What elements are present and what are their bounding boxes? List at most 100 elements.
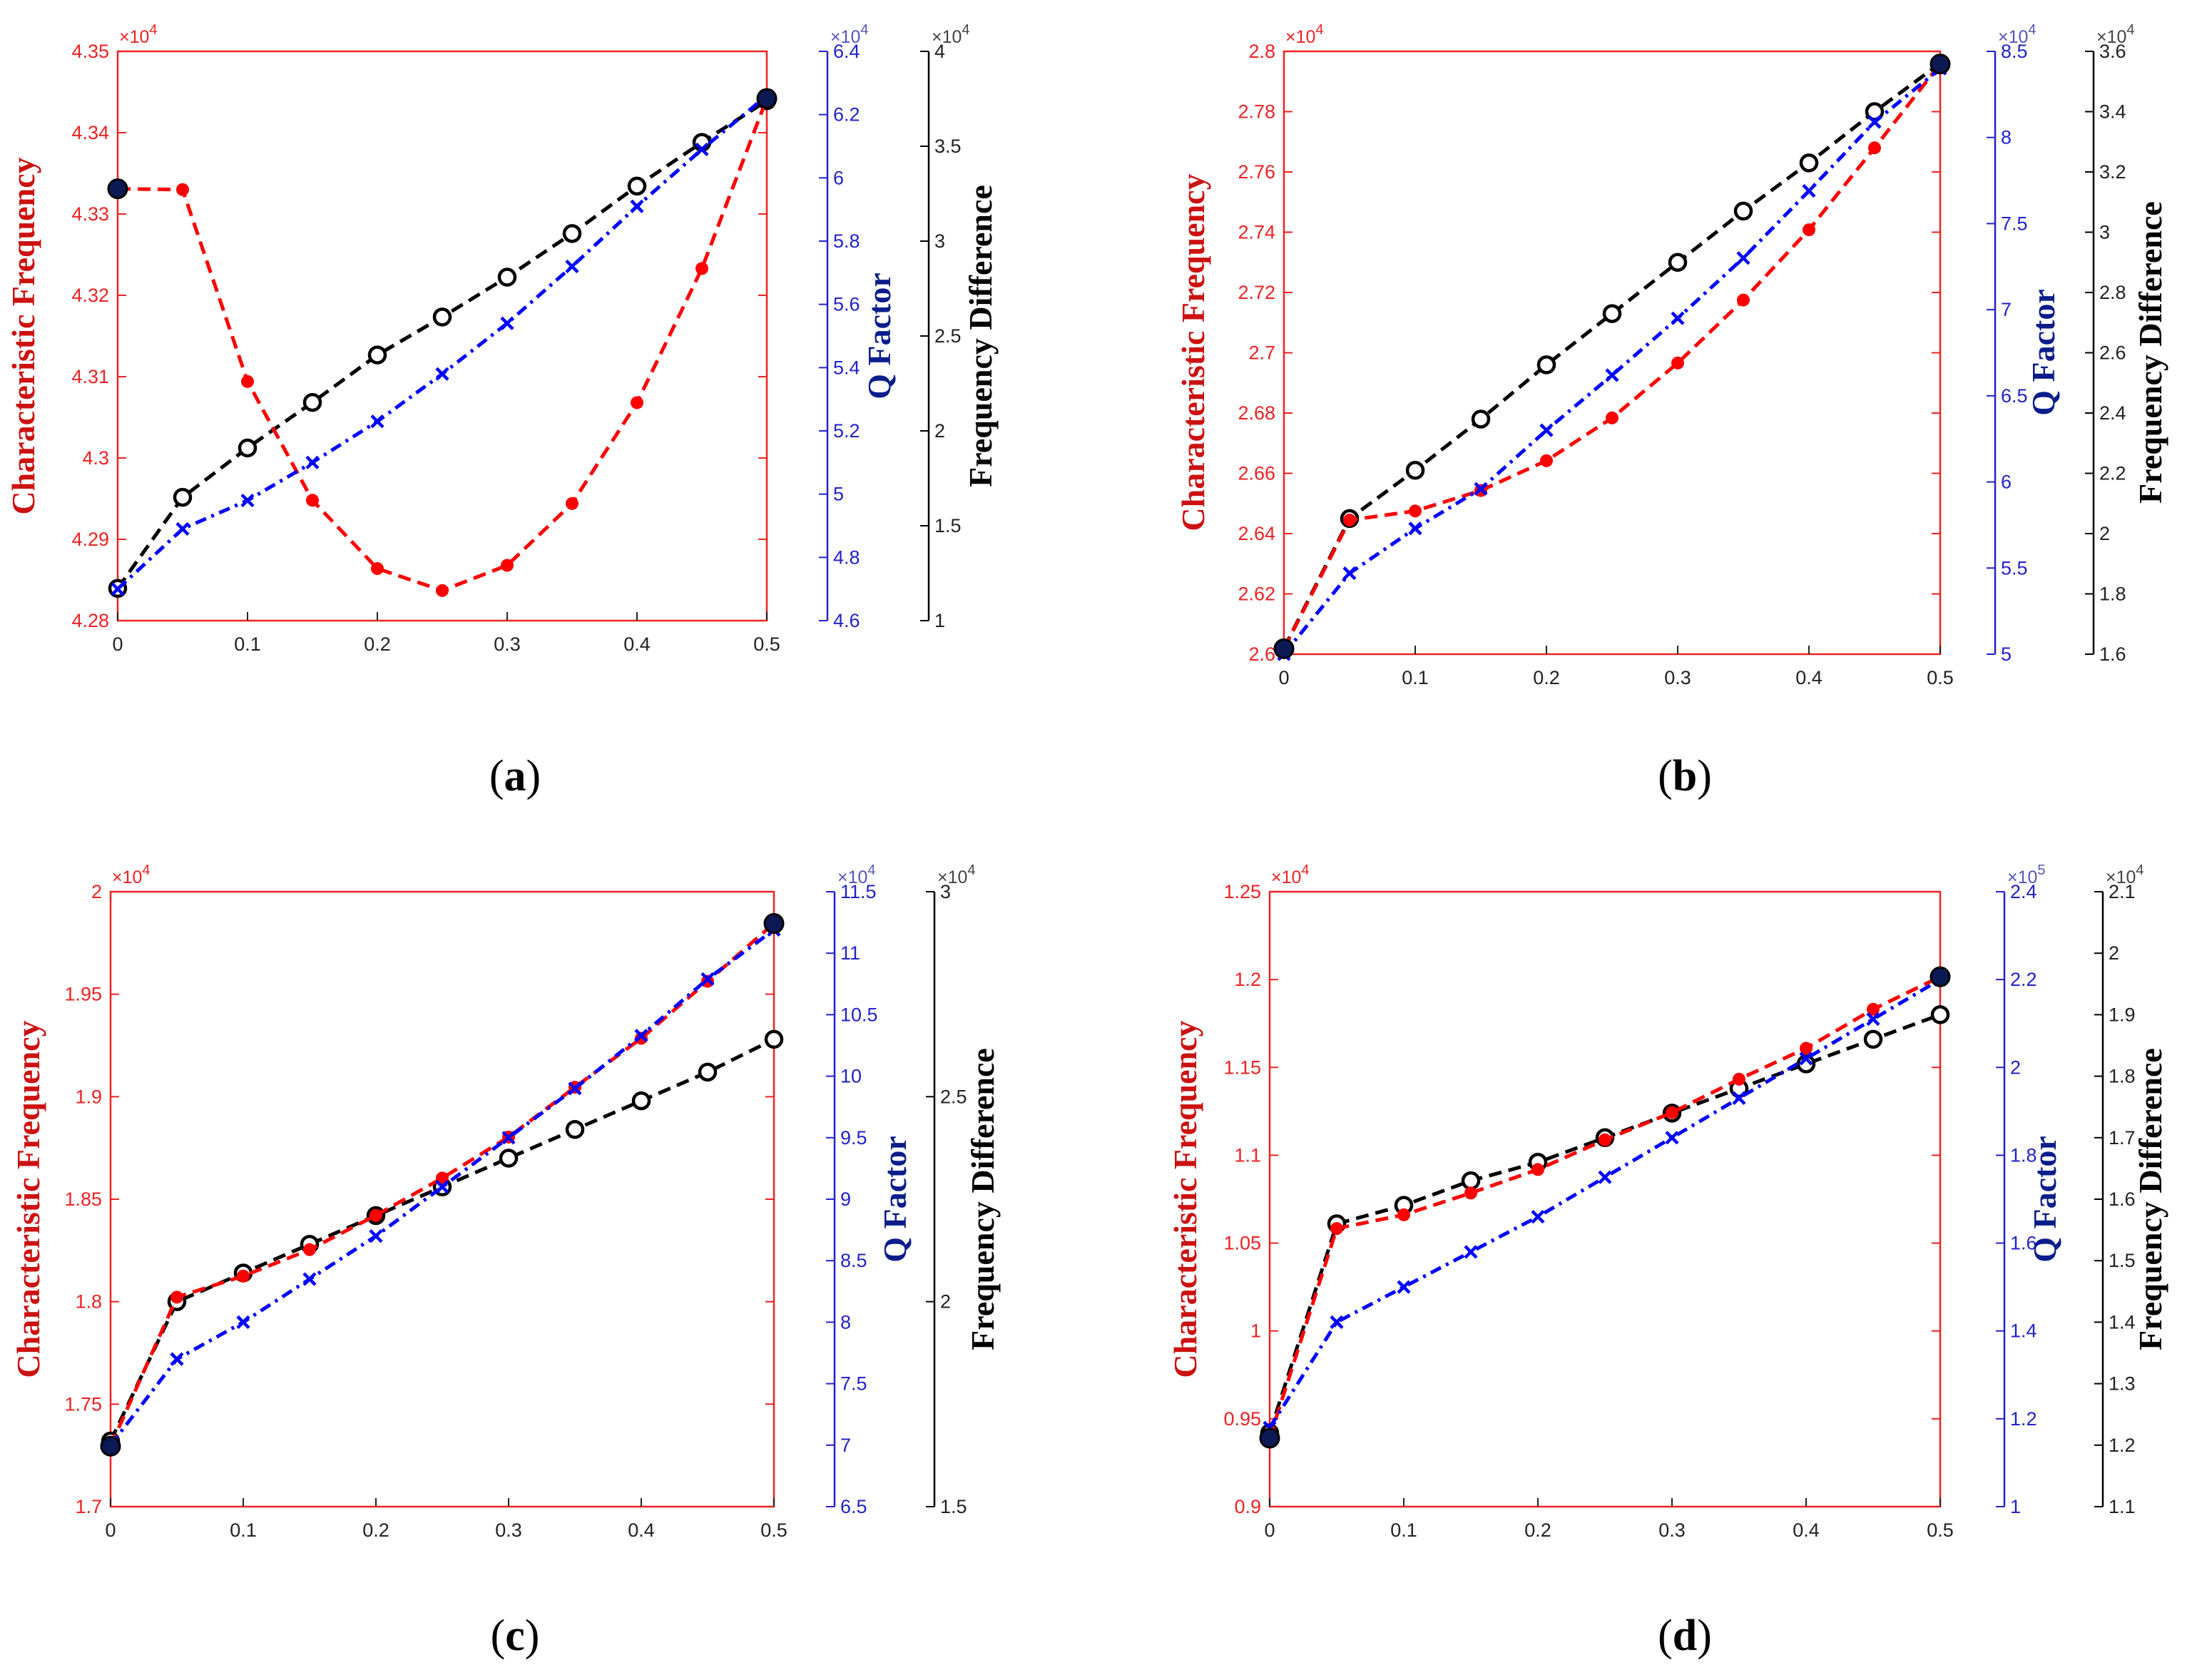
q-axis-exponent: ×104 (837, 862, 876, 887)
freq-tick-label: 2.78 (1238, 101, 1275, 123)
plot-frame (116, 50, 768, 622)
freq-axis-exponent: ×104 (1271, 862, 1310, 887)
freq-point (237, 1269, 250, 1283)
series-line-q (1268, 977, 1942, 1429)
diff-point (1461, 1171, 1481, 1191)
freq-point (436, 584, 449, 597)
q-point (302, 1272, 317, 1286)
panel-d: 0 0.1 0.2 0.3 0.4 0.5 0.9 0.95 1 1.05 1.1 1.15 1.2 1.… (1167, 862, 2168, 1660)
diff-tick-label: 3 (934, 230, 945, 252)
freq-axis-exponent: ×104 (1285, 22, 1324, 47)
q-tick-label: 10.5 (840, 1004, 878, 1025)
diff-point (562, 224, 582, 243)
diff-tick-label: 2.5 (940, 1086, 967, 1107)
freq-axis-exponent: ×104 (119, 22, 158, 47)
q-point (111, 582, 125, 596)
q-point (1866, 1012, 1880, 1027)
q-tick-label: 4.8 (833, 546, 860, 568)
q-point (1531, 1210, 1545, 1224)
panel-caption-letter: c (505, 1612, 525, 1660)
diff-tick-label: 1.6 (2109, 1188, 2136, 1210)
diff-point (1602, 304, 1622, 323)
x-tick-label: 0.1 (1402, 667, 1429, 688)
diff-axis-exponent: ×104 (932, 22, 970, 47)
q-point (501, 1131, 516, 1145)
series-line-freq (117, 98, 769, 593)
q-point (1598, 1170, 1612, 1184)
x-tick-label: 0.2 (1524, 1519, 1551, 1541)
series-line-q (116, 94, 768, 591)
chart-marks: 0 0.1 0.2 0.3 0.4 0.5 0.9 0.95 1 1.05 1.1 1.15 1.2 1.… (1223, 862, 2143, 1541)
x-tick-label: 0.5 (760, 1519, 787, 1541)
freq-point (1868, 141, 1881, 155)
q-point (370, 414, 384, 429)
q-tick-label: 1.2 (2010, 1408, 2037, 1430)
freq-point (303, 1243, 316, 1256)
q-tick-label: 5.6 (833, 294, 860, 315)
freq-point (176, 183, 189, 196)
diff-tick-label: 1.1 (2109, 1496, 2136, 1517)
overlap-endpoint (756, 88, 778, 109)
diff-tick-label: 3.4 (2099, 101, 2126, 123)
q-tick-label: 8 (840, 1311, 851, 1333)
x-tick-label: 0.5 (753, 633, 780, 655)
diff-tick-label: 1.8 (2109, 1066, 2136, 1087)
diff-point (698, 1062, 718, 1082)
q-point (175, 521, 190, 536)
q-tick-label: 5.4 (833, 357, 860, 378)
freq-point (170, 1290, 183, 1304)
diff-axis-exponent: ×104 (2096, 22, 2135, 47)
diff-tick-label: 1.3 (2109, 1373, 2136, 1395)
freq-tick-label: 2.74 (1238, 222, 1275, 243)
q-axis-exponent: ×104 (1998, 22, 2036, 47)
freq-point (1464, 1186, 1477, 1200)
series-line-diff (116, 99, 768, 590)
q-tick-label: 6.5 (840, 1496, 867, 1517)
panel-caption: (c) (491, 1612, 540, 1660)
q-tick-label: 2.2 (2010, 969, 2037, 990)
freq-point (436, 1171, 449, 1185)
x-tick-label: 0.2 (364, 633, 391, 655)
diff-tick-label: 2 (2109, 942, 2119, 964)
q-tick-label: 5.5 (2001, 557, 2028, 579)
q-point (240, 493, 255, 508)
y-axis-title-frequency-difference: Frequency Difference (2132, 1048, 2168, 1350)
freq-tick-label: 2.72 (1238, 282, 1275, 303)
freq-point (1540, 454, 1553, 467)
overlap-endpoint (1929, 54, 1951, 75)
y-axis-title-q-factor: Q Factor (877, 1136, 913, 1263)
q-tick-label: 10 (840, 1066, 862, 1087)
q-point (630, 199, 644, 213)
q-point (1802, 183, 1816, 198)
series-line-diff (1268, 1013, 1941, 1434)
diff-point (497, 268, 517, 287)
freq-tick-label: 2.66 (1238, 463, 1275, 484)
diff-point (173, 487, 193, 507)
diff-point (499, 1149, 519, 1168)
freq-tick-label: 2.7 (1248, 342, 1275, 364)
diff-point (367, 345, 387, 365)
freq-point (1343, 513, 1356, 526)
freq-tick-label: 1.05 (1223, 1233, 1261, 1254)
diff-tick-label: 2.2 (2099, 463, 2126, 484)
freq-point (1599, 1133, 1611, 1146)
diff-tick-label: 1.6 (2099, 643, 2126, 665)
freq-tick-label: 2 (91, 881, 102, 902)
freq-tick-label: 4.29 (71, 529, 109, 550)
freq-tick-label: 1.85 (64, 1188, 102, 1210)
diff-axis-exponent: ×104 (2106, 862, 2144, 887)
q-point (1330, 1315, 1344, 1329)
q-point (634, 1029, 648, 1043)
q-point (700, 972, 715, 986)
x-tick-label: 0.5 (1927, 1519, 1954, 1541)
x-tick-label: 0.3 (494, 633, 521, 655)
y-axis-title-frequency-difference: Frequency Difference (964, 1048, 1001, 1350)
q-tick-label: 4.6 (833, 610, 860, 631)
freq-point (1737, 293, 1750, 307)
freq-point (501, 559, 514, 572)
q-tick-label: 6.2 (833, 104, 860, 126)
diff-tick-label: 3 (2099, 222, 2110, 243)
x-tick-label: 0.1 (1390, 1519, 1417, 1541)
panel-caption-letter: b (1673, 752, 1697, 800)
q-point (435, 367, 449, 381)
